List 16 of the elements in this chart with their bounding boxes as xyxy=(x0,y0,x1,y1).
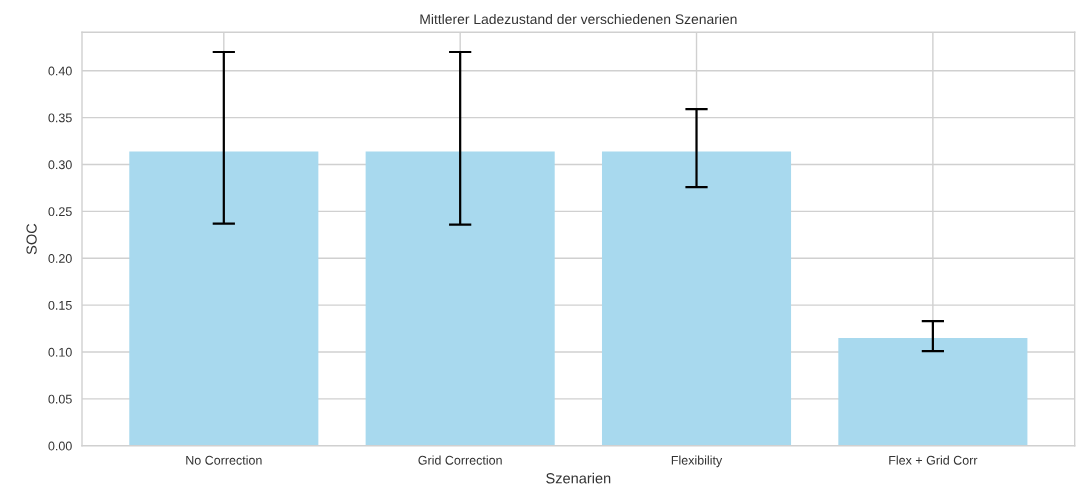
y-tick-label: 0.40 xyxy=(48,66,72,76)
y-tick-label: 0.30 xyxy=(48,160,72,170)
x-tick-label: Grid Correction xyxy=(418,455,502,465)
chart-title: Mittlerer Ladezustand der verschiedenen Szenarien xyxy=(420,13,737,25)
x-axis-title: Szenarien xyxy=(546,472,611,484)
y-axis-title: SOC xyxy=(26,223,37,255)
x-tick-label: Flexibility xyxy=(671,455,723,468)
x-tick-label: No Correction xyxy=(186,455,262,465)
y-tick-label: 0.20 xyxy=(48,254,72,263)
y-tick-label: 0.05 xyxy=(48,394,72,404)
y-tick-label: 0.25 xyxy=(48,207,72,217)
y-tick-label: 0.10 xyxy=(48,347,72,357)
y-tick-label: 0.15 xyxy=(48,300,72,310)
y-tick-label: 0.35 xyxy=(48,113,72,123)
x-tick-label: Flex + Grid Corr xyxy=(889,455,978,465)
y-tick-label: 0.00 xyxy=(48,441,72,451)
